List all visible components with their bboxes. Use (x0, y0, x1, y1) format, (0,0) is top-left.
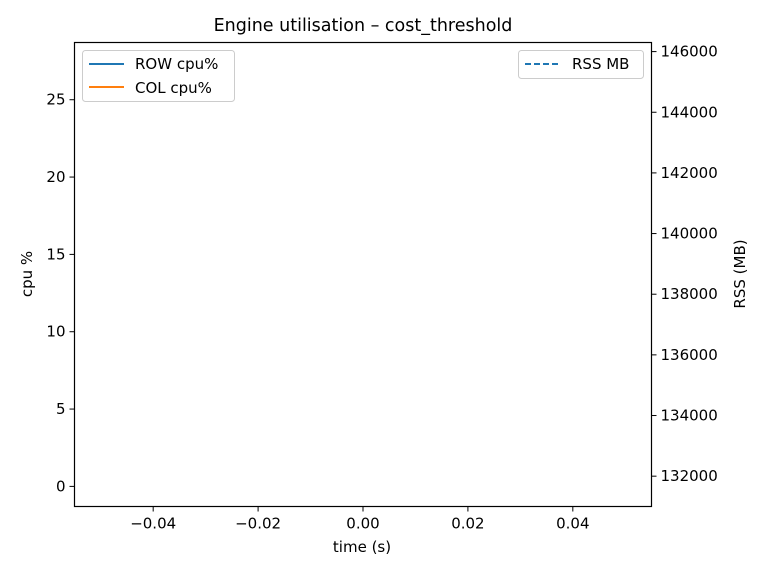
x-tick-label: 0.04 (556, 515, 589, 533)
y2-tick-label: 134000 (661, 407, 718, 425)
legend-right: RSS MB (518, 50, 644, 79)
legend-label-rss: RSS MB (572, 55, 629, 73)
y-tick-label: 15 (46, 245, 65, 263)
x-tick-label: −0.04 (130, 515, 176, 533)
y2-tick-label: 140000 (661, 225, 718, 243)
legend-right-box (518, 50, 644, 79)
y2-tick-label: 138000 (661, 285, 718, 303)
legend-left: ROW cpu% COL cpu% (82, 50, 235, 102)
legend-label-row-cpu: ROW cpu% (135, 55, 218, 73)
y2-axis-ticks: 132000 134000 136000 138000 140000 142000 1440… (651, 43, 718, 485)
y2-tick-label: 144000 (661, 103, 718, 121)
x-tick-label: 0.00 (346, 515, 379, 533)
x-axis-label: time (s) (333, 538, 391, 556)
chart-title: Engine utilisation – cost_threshold (214, 16, 513, 36)
y2-tick-label: 136000 (661, 346, 718, 364)
y2-axis-label: RSS (MB) (731, 239, 749, 308)
y-tick-label: 10 (46, 323, 65, 341)
y-tick-label: 20 (46, 168, 65, 186)
y2-tick-label: 146000 (661, 43, 718, 61)
y2-tick-label: 142000 (661, 164, 718, 182)
y2-tick-label: 132000 (661, 467, 718, 485)
x-tick-label: 0.02 (451, 515, 484, 533)
y-tick-label: 25 (46, 91, 65, 109)
x-axis-ticks: −0.04 −0.02 0.00 0.02 0.04 (130, 506, 590, 533)
y-tick-label: 5 (56, 400, 66, 418)
plot-area-frame (73, 41, 653, 508)
y-axis-ticks: 0 5 10 15 20 25 (46, 91, 75, 495)
x-tick-label: −0.02 (235, 515, 281, 533)
y-tick-label: 0 (56, 477, 66, 495)
y-axis-label: cpu % (18, 251, 36, 297)
legend-label-col-cpu: COL cpu% (135, 79, 212, 97)
